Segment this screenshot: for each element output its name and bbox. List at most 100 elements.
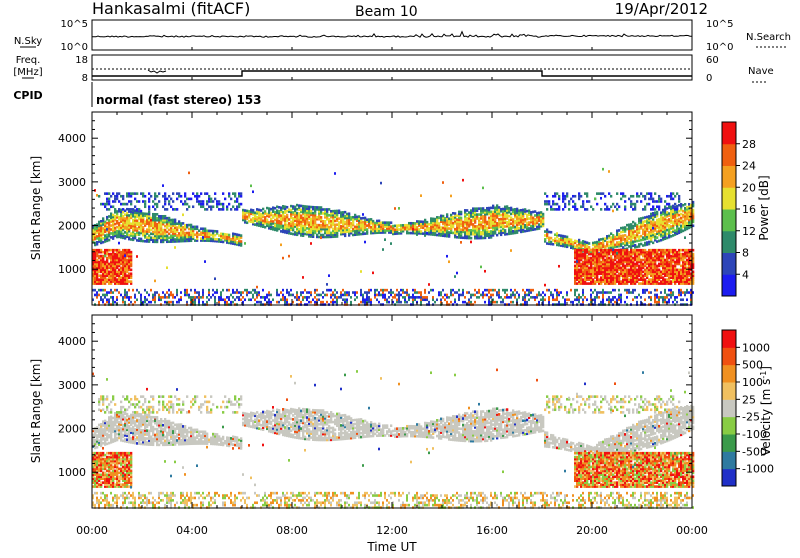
range-gate-cell (658, 298, 660, 301)
range-gate-cell (452, 294, 454, 297)
range-gate-cell (208, 230, 210, 233)
range-gate-cell (424, 298, 426, 301)
range-gate-cell (154, 192, 156, 195)
range-gate-cell (236, 208, 238, 211)
range-gate-cell (480, 266, 482, 269)
range-gate-cell (618, 294, 620, 297)
range-gate-cell (304, 233, 306, 236)
range-gate-cell (190, 289, 192, 292)
range-gate-cell (626, 228, 628, 231)
range-gate-cell (572, 241, 574, 244)
range-gate-cell (98, 274, 100, 277)
beam-title: Beam 10 (355, 4, 418, 20)
range-gate-cell (228, 289, 230, 292)
range-gate-cell (264, 296, 266, 299)
range-gate-cell (396, 224, 398, 227)
range-gate-cell (376, 294, 378, 297)
range-gate-cell (604, 237, 606, 240)
range-gate-cell (162, 205, 164, 208)
range-gate-cell (98, 289, 100, 292)
range-gate-cell (356, 296, 358, 299)
range-gate-cell (594, 280, 596, 283)
range-gate-cell (128, 298, 130, 301)
range-gate-cell (422, 298, 424, 301)
range-gate-cell (546, 289, 548, 292)
range-gate-cell (102, 289, 104, 292)
range-gate-cell (654, 233, 656, 236)
range-gate-cell (124, 254, 126, 257)
range-gate-cell (106, 226, 108, 229)
range-gate-cell (408, 294, 410, 297)
range-gate-cell (574, 289, 576, 292)
range-gate-cell (614, 205, 616, 208)
range-gate-cell (434, 218, 436, 221)
range-gate-cell (588, 242, 590, 245)
range-gate-cell (466, 217, 468, 220)
range-gate-cell (544, 200, 546, 203)
range-gate-cell (308, 221, 310, 224)
range-gate-cell (532, 211, 534, 214)
range-gate-cell (492, 211, 494, 214)
range-gate-cell (654, 294, 656, 297)
range-gate-cell (496, 222, 498, 225)
range-gate-cell (596, 296, 598, 299)
range-gate-cell (150, 233, 152, 236)
range-gate-cell (626, 296, 628, 299)
range-gate-cell (290, 209, 292, 212)
range-gate-cell (350, 296, 352, 299)
range-gate-cell (568, 298, 570, 301)
range-gate-cell (610, 298, 612, 301)
range-gate-cell (638, 235, 640, 238)
range-gate-cell (620, 296, 622, 299)
range-gate-cell (206, 203, 208, 206)
range-gate-cell (428, 227, 430, 230)
range-gate-cell (660, 249, 662, 252)
range-gate-cell (462, 221, 464, 224)
range-gate-cell (640, 259, 642, 262)
range-gate-cell (218, 238, 220, 241)
range-gate-cell (370, 289, 372, 292)
range-gate-cell (632, 225, 634, 228)
range-gate-cell (522, 289, 524, 292)
range-gate-cell (400, 289, 402, 292)
range-gate-cell (544, 294, 546, 297)
range-gate-cell (104, 203, 106, 206)
range-gate-cell (108, 239, 110, 242)
range-gate-cell (480, 294, 482, 297)
range-gate-cell (184, 232, 186, 235)
range-gate-cell (594, 249, 596, 252)
range-gate-cell (112, 192, 114, 195)
range-gate-cell (564, 198, 566, 201)
range-gate-cell (470, 229, 472, 232)
range-gate-cell (344, 301, 346, 304)
range-gate-cell (164, 225, 166, 228)
range-gate-cell (658, 218, 660, 221)
range-gate-cell (332, 210, 334, 213)
range-gate-cell (634, 289, 636, 292)
range-gate-cell (478, 213, 480, 216)
range-gate-cell (204, 260, 206, 263)
range-gate-cell (654, 249, 656, 252)
range-gate-cell (156, 291, 158, 294)
range-gate-cell (420, 301, 422, 304)
range-gate-cell (460, 211, 462, 214)
range-gate-cell (140, 296, 142, 299)
range-gate-cell (614, 263, 616, 266)
range-gate-cell (534, 296, 536, 299)
range-gate-cell (202, 291, 204, 294)
range-gate-cell (158, 215, 160, 218)
range-gate-cell (186, 203, 188, 206)
range-gate-cell (442, 227, 444, 230)
range-gate-cell (644, 249, 646, 252)
range-gate-cell (118, 200, 120, 203)
range-gate-cell (644, 298, 646, 301)
range-gate-cell (164, 294, 166, 297)
range-gate-cell (648, 231, 650, 234)
range-gate-cell (620, 231, 622, 234)
range-gate-cell (580, 205, 582, 208)
range-gate-cell (550, 294, 552, 297)
range-gate-cell (542, 298, 544, 301)
range-gate-cell (206, 296, 208, 299)
range-gate-cell (162, 229, 164, 232)
range-gate-cell (582, 294, 584, 297)
